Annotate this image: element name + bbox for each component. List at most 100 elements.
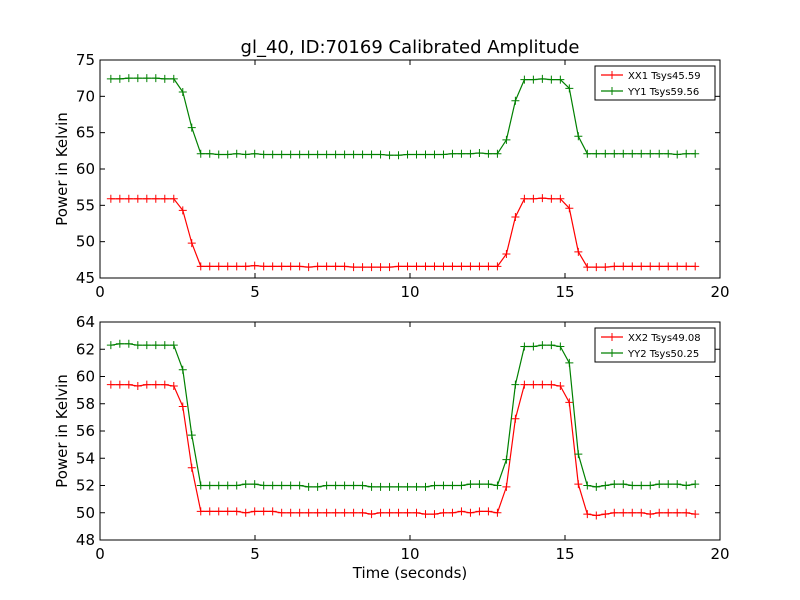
panel-1-plot-frame [99,59,721,279]
panel-1-series-1-point-4 [142,194,151,203]
panel-2-series-1-point-12 [214,507,223,516]
panel-2-series-2-point-16 [250,480,259,489]
panel-1-series-2-point-59 [637,149,646,158]
panel-1-series-1-point-33 [403,262,412,271]
panel-2-series-2-point-60 [646,481,655,490]
panel-2-series-2-point-57 [619,480,628,489]
panel-2-series-1-point-55 [601,510,610,519]
panel-1-series-2-point-29 [367,150,376,159]
panel-2-series-1-point-57 [619,508,628,517]
panel-1-series-2-point-27 [349,150,358,159]
panel-2-series-2-point-48 [538,341,547,350]
panel-1-series-1-point-61 [655,262,664,271]
panel-2-series-2-point-63 [673,480,682,489]
panel-2-y-tick-label-1: 50 [76,504,95,522]
panel-2-legend-box [594,327,716,363]
panel-2-series-1-point-47 [529,380,538,389]
panel-1-series-2-point-56 [610,149,619,158]
panel-2-series-2-point-51 [565,358,574,367]
panel-1-series-2-point-20 [286,150,295,159]
panel-1-series-2-point-28 [358,150,367,159]
panel-1-series-2-point-31 [385,151,394,160]
panel-2-series-2-point-27 [349,481,358,490]
panel-2-y-tick-label-5: 58 [76,395,95,413]
panel-2-series-1-point-31 [385,508,394,517]
panel-2-series-2-point-18 [268,481,277,490]
panel-2-series-1-point-65 [691,510,700,519]
panel-2-series-2-point-22 [304,482,313,491]
panel-1-series-1-point-27 [349,263,358,272]
panel-1-series-1-point-14 [232,262,241,271]
panel-1-series-2-point-36 [430,150,439,159]
panel-2-series-1-point-10 [196,507,205,516]
panel-1-series-1-point-63 [673,262,682,271]
panel-1-series-1-point-47 [529,194,538,203]
panel-2-series-1-point-35 [421,510,430,519]
panel-2-series-1-point-24 [322,508,331,517]
panel-1-x-tick-label-4: 20 [710,283,729,301]
panel-1-series-1-point-13 [223,262,232,271]
panel-1-series-1-point-44 [502,250,511,259]
panel-2-y-tick-label-6: 60 [76,368,95,386]
panel-1-series-2-point-62 [664,149,673,158]
panel-2-series-2-point-21 [295,481,304,490]
panel-1-series-1-point-54 [592,263,601,272]
panel-2-series-1-point-61 [655,508,664,517]
panel-2-series-1-point-19 [277,508,286,517]
panel-1-series-1-point-43 [493,262,502,271]
panel-2-series-1-point-45 [511,414,520,423]
panel-1-series-1-point-12 [214,262,223,271]
panel-2-series-1-point-15 [241,508,250,517]
panel-2-series-2-point-17 [259,481,268,490]
panel-2-series-2-point-26 [340,481,349,490]
panel-2-y-tick-label-3: 54 [76,449,95,467]
panel-1-series-2-point-42 [484,149,493,158]
panel-1-series-2-point-2 [124,74,133,83]
panel-1-series-1-point-16 [250,261,259,270]
panel-2-series-1-point-1 [115,380,124,389]
panel-1-series-2-point-51 [565,84,574,93]
panel-2-x-tick-label-4: 20 [710,545,729,563]
panel-1-series-1-point-23 [313,262,322,271]
panel-1-series-2-point-15 [241,150,250,159]
panel-1-series-1-point-29 [367,263,376,272]
panel-2-series-1-point-0 [106,380,115,389]
panel-2-series-2-point-32 [394,482,403,491]
panel-1-series-2-point-60 [646,149,655,158]
panel-2-series-1-point-17 [259,507,268,516]
panel-2-x-tick-label-2: 10 [400,545,419,563]
panel-1-y-tick-label-5: 70 [76,87,95,105]
panel-2-series-1-point-43 [493,508,502,517]
panel-2-series-2-point-31 [385,482,394,491]
panel-2-series-2-point-61 [655,480,664,489]
panel-1-series-1-point-3 [133,194,142,203]
panel-1-series-2-point-16 [250,149,259,158]
panel-2-series-1-point-33 [403,508,412,517]
panel-2-x-tick-label-3: 15 [555,545,574,563]
panel-2-series-1-point-22 [304,508,313,517]
panel-2-series-2-point-64 [682,481,691,490]
panel-2-series-1-point-26 [340,508,349,517]
panel-2-series-2-point-13 [223,481,232,490]
panel-1-series-1-point-45 [511,212,520,221]
panel-1-series-1-point-31 [385,263,394,272]
panel-2-series-1-point-25 [331,508,340,517]
panel-1-series-2-point-32 [394,151,403,160]
panel-2-series-1-point-23 [313,508,322,517]
panel-2-series-1-point-7 [169,382,178,391]
panel-1-series-2 [106,74,700,160]
panel-1-series-2-point-45 [511,96,520,105]
panel-2-series-1-point-40 [466,508,475,517]
panel-1-series-2-point-52 [574,132,583,141]
panel-2-series-2-point-11 [205,481,214,490]
panel-1-series-1-point-22 [304,263,313,272]
panel-1-series-2-point-44 [502,135,511,144]
x-axis-title: Time (seconds) [352,564,468,582]
panel-1-series-2-point-17 [259,150,268,159]
panel-2-series-1-point-63 [673,508,682,517]
panel-1-series-2-point-57 [619,149,628,158]
panel-2-series-1-point-13 [223,507,232,516]
panel-2-series-2-point-39 [457,481,466,490]
panel-2-series-2-point-54 [592,482,601,491]
panel-1-series-2-point-21 [295,150,304,159]
